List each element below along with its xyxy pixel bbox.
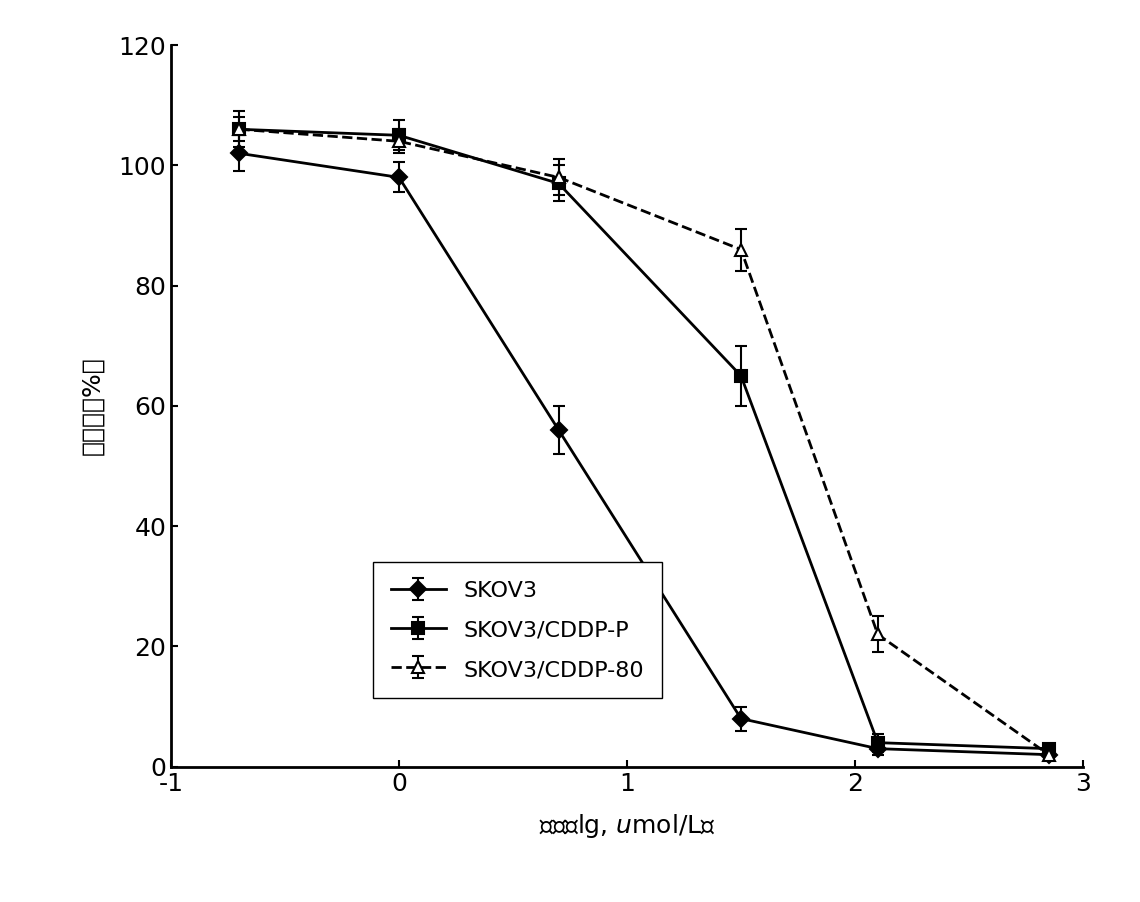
Legend: SKOV3, SKOV3/CDDP-P, SKOV3/CDDP-80: SKOV3, SKOV3/CDDP-P, SKOV3/CDDP-80: [373, 562, 662, 698]
X-axis label: 剂量（lg, $u$mol/L）: 剂量（lg, $u$mol/L）: [539, 812, 715, 841]
Y-axis label: 存活率（%）: 存活率（%）: [81, 356, 105, 456]
